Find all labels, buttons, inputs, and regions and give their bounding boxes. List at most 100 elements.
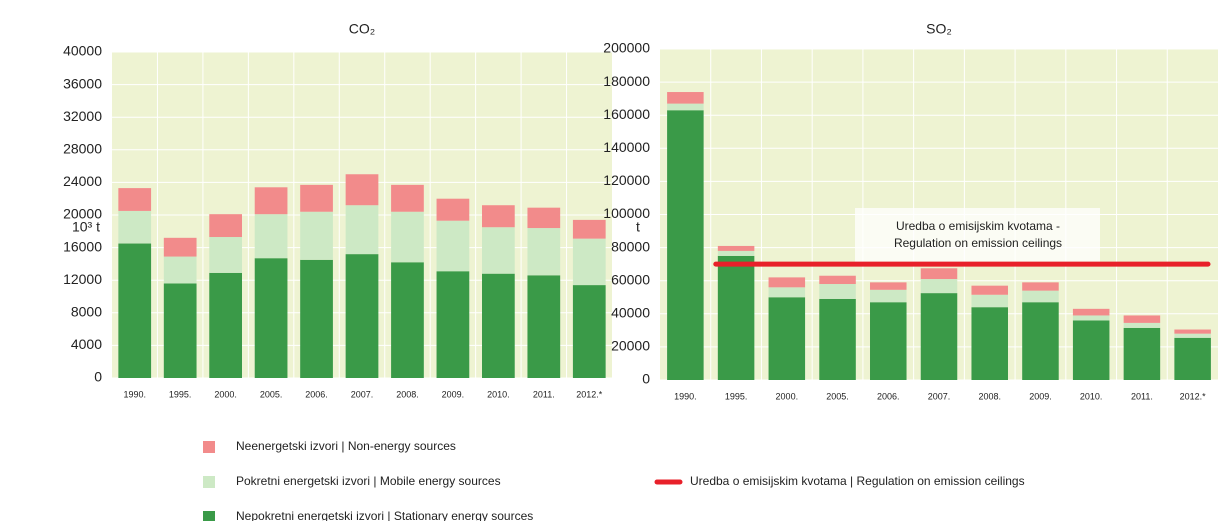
y-axis-label: t	[636, 219, 640, 235]
bar-segment	[717, 245, 755, 251]
y-tick-label: 8000	[71, 304, 102, 320]
bar-segment	[819, 275, 856, 285]
y-tick-label: 40000	[611, 305, 650, 321]
y-tick-label: 160000	[603, 106, 650, 122]
bar-segment	[482, 227, 515, 274]
y-tick-label: 0	[94, 369, 102, 385]
bar-segment	[163, 283, 197, 378]
bar-segment	[300, 259, 333, 378]
x-tick-label: 2010.	[487, 389, 510, 399]
bar-segment	[870, 282, 907, 290]
y-tick-label: 120000	[603, 172, 650, 188]
bar-segment	[572, 219, 606, 239]
y-tick-label: 16000	[63, 238, 102, 254]
bar-segment	[768, 287, 806, 298]
bar-segment	[118, 188, 152, 211]
y-tick-label: 100000	[603, 205, 650, 221]
bar-segment	[667, 110, 704, 381]
y-tick-label: 40000	[63, 43, 102, 59]
bar-segment	[870, 289, 907, 303]
bar-segment	[572, 238, 606, 286]
x-tick-label: 1990.	[674, 391, 697, 401]
y-tick-label: 24000	[63, 173, 102, 189]
bar-segment	[920, 293, 958, 380]
bar-segment	[482, 205, 515, 228]
bar-segment	[209, 214, 242, 238]
y-tick-label: 80000	[611, 238, 650, 254]
x-tick-label: 2012.*	[576, 389, 603, 399]
bar-segment	[436, 198, 470, 221]
bar-segment	[768, 277, 806, 288]
bar-segment	[1022, 302, 1059, 380]
x-tick-label: 2006.	[877, 391, 900, 401]
bar-segment	[118, 210, 152, 244]
bar-segment	[667, 92, 704, 104]
bar-segment	[1174, 333, 1211, 338]
bar-segment	[1072, 315, 1110, 321]
legend-swatch	[203, 476, 215, 488]
x-tick-label: 1995.	[169, 389, 192, 399]
bar-segment	[819, 298, 856, 380]
bar-segment	[1022, 282, 1059, 291]
bar-segment	[527, 228, 561, 276]
bar-segment	[1174, 329, 1211, 334]
bar-segment	[482, 273, 515, 378]
x-tick-label: 2008.	[396, 389, 419, 399]
bar-segment	[1022, 290, 1059, 303]
x-tick-label: 2007.	[928, 391, 951, 401]
x-tick-label: 2009.	[1029, 391, 1052, 401]
legend-label: Nepokretni energetski izvori | Stationar…	[236, 509, 533, 521]
y-tick-label: 32000	[63, 108, 102, 124]
bar-segment	[1123, 322, 1161, 328]
bar-segment	[527, 275, 561, 378]
bar-segment	[300, 211, 333, 260]
bar-segment	[920, 279, 958, 294]
bar-segment	[209, 237, 242, 273]
bar-segment	[254, 187, 288, 215]
bar-segment	[345, 205, 379, 255]
bar-segment	[717, 250, 755, 256]
bar-segment	[391, 184, 424, 212]
bar-segment	[870, 302, 907, 380]
y-tick-label: 20000	[63, 206, 102, 222]
bar-segment	[254, 258, 288, 378]
y-tick-label: 36000	[63, 75, 102, 91]
bar-segment	[1072, 320, 1110, 380]
bar-segment	[436, 220, 470, 272]
y-tick-label: 12000	[63, 271, 102, 287]
legend-label: Pokretni energetski izvori | Mobile ener…	[236, 474, 501, 488]
bar-segment	[436, 271, 470, 378]
bar-segment	[391, 262, 424, 378]
bar-segment	[118, 243, 152, 378]
chart-title: SO₂	[926, 21, 952, 37]
x-tick-label: 2009.	[442, 389, 465, 399]
bar-segment	[971, 307, 1008, 380]
legend-label: Uredba o emisijskim kvotama | Regulation…	[690, 474, 1025, 488]
bar-segment	[971, 294, 1008, 308]
legend-swatch	[203, 511, 215, 521]
x-tick-label: 2006.	[305, 389, 328, 399]
bar-segment	[1123, 315, 1161, 323]
bar-segment	[819, 284, 856, 299]
x-tick-label: 2000.	[214, 389, 237, 399]
bar-segment	[254, 214, 288, 259]
y-tick-label: 28000	[63, 141, 102, 157]
y-tick-label: 60000	[611, 271, 650, 287]
legend-swatch	[203, 441, 215, 453]
y-tick-label: 0	[642, 371, 650, 387]
x-tick-label: 1990.	[123, 389, 146, 399]
bar-segment	[345, 174, 379, 206]
y-tick-label: 20000	[611, 338, 650, 354]
bar-segment	[717, 255, 755, 380]
x-tick-label: 2012.*	[1180, 391, 1207, 401]
bar-segment	[768, 297, 806, 380]
annotation-text: Uredba o emisijskim kvotama -	[896, 219, 1060, 233]
x-tick-label: 1995.	[725, 391, 748, 401]
x-tick-label: 2000.	[776, 391, 799, 401]
x-tick-label: 2007.	[351, 389, 374, 399]
bar-segment	[1123, 327, 1161, 380]
annotation-box	[855, 208, 1100, 262]
chart-title: CO₂	[349, 21, 375, 37]
y-axis-label: 10³ t	[72, 219, 100, 235]
